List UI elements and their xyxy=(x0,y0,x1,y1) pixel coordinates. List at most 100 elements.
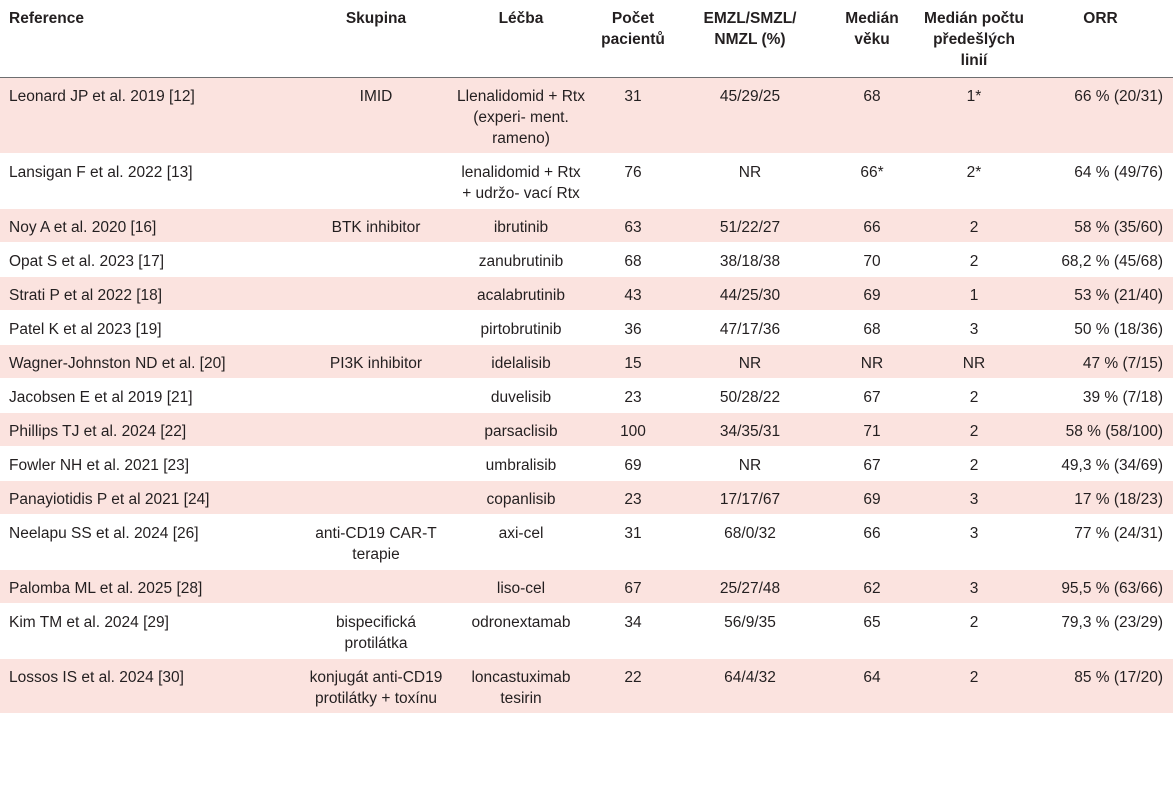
table-row: Kim TM et al. 2024 [29] bispecifická prot… xyxy=(0,603,1173,659)
cell-reference: Strati P et al 2022 [18] xyxy=(9,287,163,304)
cell-lines: 2 xyxy=(969,423,979,440)
cell-patients: 23 xyxy=(624,491,642,508)
table-row: Lossos IS et al. 2024 [30] konjugát anti-… xyxy=(0,658,1173,714)
cell-subtypes: NR xyxy=(738,457,762,474)
cell-age: 65 xyxy=(863,614,881,631)
header-subtypes: EMZL/SMZL/ NMZL (%) xyxy=(676,0,824,78)
cell-lines: 2 xyxy=(969,614,979,631)
cell-age: 69 xyxy=(863,491,881,508)
cell-treatment: odronextamab xyxy=(471,614,571,631)
cell-group xyxy=(300,481,452,515)
cell-age: 68 xyxy=(863,321,881,338)
cell-patients: 69 xyxy=(624,457,642,474)
cell-reference: Palomba ML et al. 2025 [28] xyxy=(9,580,203,597)
cell-lines: 3 xyxy=(969,580,979,597)
cell-group xyxy=(300,570,452,604)
cell-reference: Kim TM et al. 2024 [29] xyxy=(9,614,169,631)
cell-group xyxy=(300,277,452,311)
cell-patients: 34 xyxy=(624,614,642,631)
cell-age: 68 xyxy=(863,88,881,105)
cell-lines: 2* xyxy=(966,164,982,181)
cell-group: PI3K inhibitor xyxy=(329,355,423,372)
cell-group xyxy=(300,379,452,413)
cell-orr: 77 % (24/31) xyxy=(1074,525,1163,542)
cell-age: 67 xyxy=(863,457,881,474)
cell-patients: 36 xyxy=(624,321,642,338)
cell-lines: 3 xyxy=(969,321,979,338)
cell-age: 67 xyxy=(863,389,881,406)
cell-orr: 85 % (17/20) xyxy=(1074,669,1163,686)
cell-patients: 23 xyxy=(624,389,642,406)
cell-treatment: loncastuximab tesirin xyxy=(471,669,571,707)
cell-patients: 15 xyxy=(624,355,642,372)
table-row: Wagner-Johnston ND et al. [20] PI3K inhib… xyxy=(0,344,1173,379)
table-row: Phillips TJ et al. 2024 [22] parsaclisib 1… xyxy=(0,412,1173,447)
table-row: Strati P et al 2022 [18] acalabrutinib 43 4… xyxy=(0,276,1173,311)
table-row: Patel K et al 2023 [19] pirtobrutinib 36 47… xyxy=(0,310,1173,345)
cell-patients: 76 xyxy=(624,164,642,181)
cell-reference: Neelapu SS et al. 2024 [26] xyxy=(9,525,199,542)
cell-reference: Lossos IS et al. 2024 [30] xyxy=(9,669,184,686)
header-group: Skupina xyxy=(300,0,452,78)
cell-subtypes: 64/4/32 xyxy=(724,669,776,686)
cell-age: 66 xyxy=(863,219,881,236)
table-row: Leonard JP et al. 2019 [12] IMID Llenalido… xyxy=(0,77,1173,154)
cell-subtypes: 17/17/67 xyxy=(719,491,781,508)
cell-orr: 53 % (21/40) xyxy=(1074,287,1163,304)
cell-orr: 79,3 % (23/29) xyxy=(1061,614,1163,631)
cell-reference: Opat S et al. 2023 [17] xyxy=(9,253,165,270)
cell-orr: 58 % (35/60) xyxy=(1074,219,1163,236)
cell-reference: Fowler NH et al. 2021 [23] xyxy=(9,457,190,474)
cell-subtypes: 34/35/31 xyxy=(719,423,781,440)
header-row: Reference Skupina Léčba Počet pacientů E… xyxy=(0,0,1173,78)
cell-lines: 1* xyxy=(966,88,982,105)
cell-group xyxy=(300,413,452,447)
cell-treatment: ibrutinib xyxy=(493,219,549,236)
cell-treatment: acalabrutinib xyxy=(477,287,565,304)
cell-lines: 3 xyxy=(969,491,979,508)
cell-group: bispecifická protilátka xyxy=(335,614,417,652)
cell-age: 64 xyxy=(863,669,881,686)
cell-lines: 3 xyxy=(969,525,979,542)
cell-subtypes: NR xyxy=(738,164,762,181)
cell-group xyxy=(300,447,452,481)
table-row: Opat S et al. 2023 [17] zanubrutinib 68 38/… xyxy=(0,242,1173,277)
cell-subtypes: 50/28/22 xyxy=(719,389,781,406)
cell-group: konjugát anti-CD19 protilátky + toxínu xyxy=(309,669,443,707)
header-treatment: Léčba xyxy=(452,0,590,78)
cell-patients: 31 xyxy=(624,525,642,542)
cell-treatment: idelalisib xyxy=(491,355,551,372)
cell-reference: Jacobsen E et al 2019 [21] xyxy=(9,389,193,406)
cell-treatment: liso-cel xyxy=(496,580,546,597)
cell-age: 69 xyxy=(863,287,881,304)
cell-treatment: umbralisib xyxy=(485,457,557,474)
table-row: Palomba ML et al. 2025 [28] liso-cel 67 25/… xyxy=(0,569,1173,604)
cell-age: NR xyxy=(860,355,884,372)
table-row: Panayiotidis P et al 2021 [24] copanlisib… xyxy=(0,480,1173,515)
cell-subtypes: 68/0/32 xyxy=(724,525,776,542)
cell-orr: 49,3 % (34/69) xyxy=(1061,457,1163,474)
cell-orr: 47 % (7/15) xyxy=(1082,355,1163,372)
header-reference: Reference xyxy=(0,0,300,78)
cell-group xyxy=(300,243,452,277)
cell-age: 66 xyxy=(863,525,881,542)
cell-group xyxy=(300,154,452,209)
cell-reference: Phillips TJ et al. 2024 [22] xyxy=(9,423,187,440)
cell-reference: Noy A et al. 2020 [16] xyxy=(9,219,157,236)
cell-group xyxy=(300,311,452,345)
table-row: Noy A et al. 2020 [16] BTK inhibitor ibrut… xyxy=(0,208,1173,243)
cell-orr: 66 % (20/31) xyxy=(1074,88,1163,105)
cell-patients: 43 xyxy=(624,287,642,304)
table-row: Fowler NH et al. 2021 [23] umbralisib 69 NR… xyxy=(0,446,1173,481)
cell-group: anti-CD19 CAR-T terapie xyxy=(315,525,437,563)
table-row: Lansigan F et al. 2022 [13] lenalidomid +… xyxy=(0,153,1173,209)
header-patients: Počet pacientů xyxy=(590,0,676,78)
table-row: Jacobsen E et al 2019 [21] duvelisib 23 50/… xyxy=(0,378,1173,413)
cell-treatment: duvelisib xyxy=(490,389,552,406)
cell-subtypes: 45/29/25 xyxy=(719,88,781,105)
cell-lines: 2 xyxy=(969,219,979,236)
cell-reference: Leonard JP et al. 2019 [12] xyxy=(9,88,195,105)
cell-treatment: Llenalidomid + Rtx (experi- ment. rameno… xyxy=(457,88,585,147)
cell-reference: Lansigan F et al. 2022 [13] xyxy=(9,164,193,181)
cell-subtypes: 56/9/35 xyxy=(724,614,776,631)
